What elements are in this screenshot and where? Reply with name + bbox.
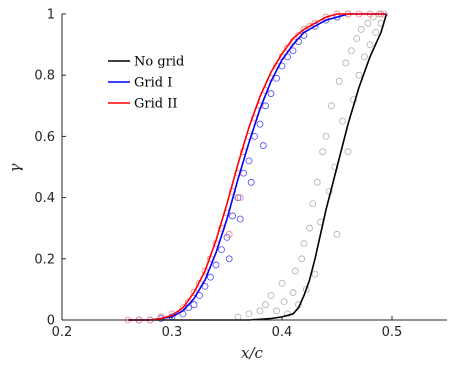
marker-no-grid (364, 19, 372, 27)
marker-no-grid (273, 307, 280, 315)
marker-grid-i (262, 102, 269, 110)
x-axis-label: x/c (241, 344, 264, 362)
marker-no-grid (291, 267, 299, 275)
legend-label-no-grid: No grid (134, 55, 184, 70)
marker-grid-i (190, 301, 198, 309)
marker-no-grid (347, 47, 355, 55)
marker-grid-ii (225, 230, 233, 238)
marker-no-grid (245, 310, 253, 318)
marker-grid-ii (229, 188, 236, 195)
marker-grid-i (236, 215, 244, 223)
marker-no-grid (289, 289, 297, 296)
marker-no-grid (372, 28, 379, 36)
marker-no-grid (278, 279, 286, 287)
marker-grid-i (218, 246, 225, 254)
marker-grid-i (225, 255, 233, 263)
marker-no-grid (309, 200, 317, 208)
y-tick-label: 0.8 (34, 69, 55, 84)
marker-grid-ii (236, 194, 244, 202)
marker-no-grid (311, 270, 319, 278)
marker-grid-i (245, 157, 253, 165)
axes (61, 13, 447, 321)
marker-grid-i (212, 261, 220, 269)
marker-no-grid (322, 132, 330, 140)
marker-no-grid (353, 35, 361, 42)
marker-no-grid (298, 255, 306, 263)
marker-no-grid (361, 53, 368, 61)
marker-grid-i (229, 212, 236, 220)
y-tick-label: 0 (47, 314, 55, 329)
marker-no-grid (256, 307, 264, 315)
marker-no-grid (313, 178, 321, 186)
marker-grid-i (256, 120, 264, 128)
x-tick-label: 0.3 (162, 325, 183, 340)
series-line-grid-ii (128, 13, 387, 321)
marker-no-grid (234, 313, 242, 321)
legend-label-grid-ii: Grid II (134, 97, 177, 112)
y-tick-label: 0.2 (34, 252, 55, 267)
y-tick-label: 1 (47, 8, 55, 23)
marker-grid-i (259, 142, 267, 149)
legend: No grid Grid I Grid II (108, 55, 184, 112)
marker-no-grid (366, 41, 374, 48)
marker-grid-i (273, 74, 280, 82)
marker-grid-i (267, 90, 275, 97)
marker-no-grid (342, 59, 350, 67)
y-tick-label: 0.6 (34, 130, 55, 145)
y-tick-label: 0.4 (34, 191, 55, 206)
marker-no-grid (319, 148, 327, 156)
marker-grid-i (234, 194, 242, 202)
marker-no-grid (267, 292, 275, 299)
marker-no-grid (262, 301, 269, 309)
marker-no-grid (280, 298, 288, 306)
x-tick-label: 0.5 (382, 325, 403, 340)
marker-no-grid (306, 224, 313, 232)
x-tick-label: 0.2 (52, 325, 73, 340)
marker-grid-i (247, 178, 255, 186)
marker-no-grid (339, 117, 346, 125)
marker-no-grid (357, 25, 365, 33)
y-axis-label: γ (6, 163, 24, 172)
tick-labels: 0.2 0.3 0.4 0.500.20.40.60.81 (34, 8, 402, 341)
marker-no-grid (302, 285, 310, 293)
marker-no-grid (355, 71, 363, 79)
legend-label-grid-i: Grid I (134, 76, 172, 91)
marker-grid-i (289, 47, 297, 55)
marker-no-grid (300, 240, 308, 247)
marker-no-grid (350, 96, 357, 104)
marker-grid-i (207, 273, 214, 281)
marker-no-grid (333, 230, 341, 238)
x-tick-label: 0.4 (272, 325, 293, 340)
marker-no-grid (344, 148, 352, 156)
marker-no-grid (335, 77, 343, 85)
marker-no-grid (328, 102, 335, 110)
